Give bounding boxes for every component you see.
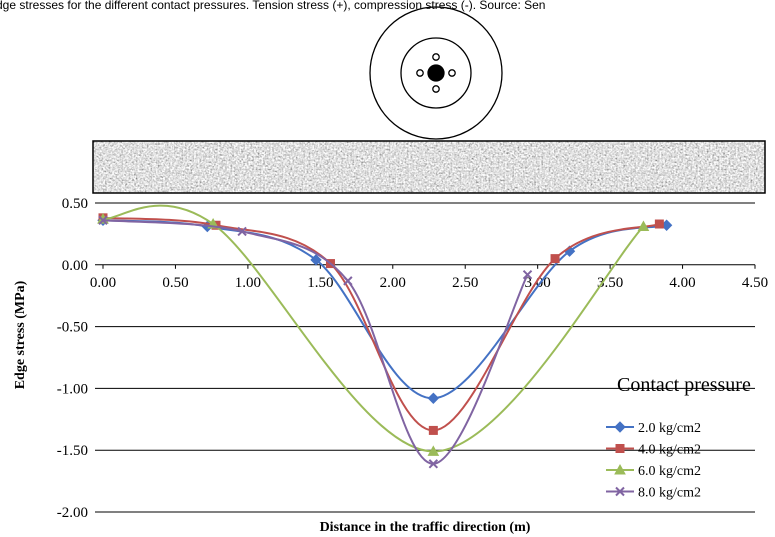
marker: [615, 486, 625, 497]
legend-label: 4.0 kg/cm2: [638, 443, 701, 458]
series: [98, 213, 664, 435]
series: [97, 204, 650, 456]
marker: [310, 254, 322, 266]
marker: [614, 463, 626, 475]
x-tick-label: 4.50: [742, 275, 768, 291]
legend-label: 8.0 kg/cm2: [638, 486, 701, 501]
marker: [614, 421, 626, 433]
marker: [428, 459, 439, 469]
pavement-border: [92, 140, 766, 194]
marker: [343, 276, 353, 286]
y-axis-label: Edge stress (MPa): [13, 280, 28, 389]
pavement-texture: [93, 141, 765, 193]
marker: [637, 220, 650, 231]
x-axis-label: Distance in the traffic direction (m): [320, 520, 531, 535]
x-tick-label: 2.00: [380, 275, 406, 291]
marker: [427, 445, 440, 456]
x-tick-label: 0.50: [162, 275, 188, 291]
marker: [428, 425, 438, 435]
series-line: [102, 219, 529, 465]
marker: [237, 226, 247, 237]
legend-label: 2.0 kg/cm2: [638, 421, 701, 436]
y-tick-label: -1.00: [57, 381, 88, 397]
y-tick-label: -2.00: [57, 505, 88, 521]
marker: [522, 269, 533, 280]
series-line: [102, 204, 645, 453]
series-line: [102, 219, 667, 400]
x-tick-label: 2.50: [452, 275, 478, 291]
y-tick-label: -1.50: [57, 443, 88, 459]
x-tick-label: 0.00: [90, 275, 116, 291]
x-tick-label: 3.00: [525, 275, 551, 291]
x-tick-label: 1.00: [235, 275, 261, 291]
legend-label: 6.0 kg/cm2: [638, 464, 701, 479]
y-tick-label: 0.50: [62, 196, 88, 212]
x-tick-label: 3.50: [597, 275, 623, 291]
marker: [550, 254, 560, 264]
legend-title: Contact pressure: [617, 374, 751, 396]
x-tick-label: 1.50: [307, 275, 333, 291]
x-tick-label: 4.00: [669, 275, 695, 291]
series: [98, 215, 533, 469]
marker: [427, 392, 440, 404]
marker: [98, 215, 108, 226]
y-tick-label: 0.00: [62, 258, 88, 274]
series: [97, 214, 673, 404]
wheel-diagram: [369, 6, 503, 140]
marker: [654, 219, 664, 229]
series-line: [102, 216, 660, 432]
marker: [615, 444, 625, 453]
y-tick-label: -0.50: [57, 320, 88, 336]
caption: dge stresses for the different contact p…: [0, 0, 545, 12]
